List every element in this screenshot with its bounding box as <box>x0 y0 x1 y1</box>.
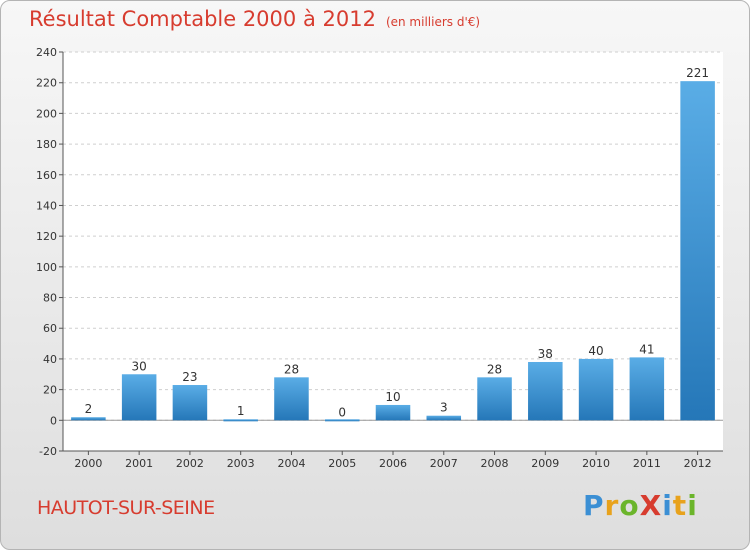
x-tick-label: 2011 <box>633 457 661 470</box>
bar <box>223 419 258 422</box>
bar <box>528 361 563 421</box>
y-tick-label: 220 <box>36 77 57 90</box>
data-label: 221 <box>686 66 709 80</box>
y-tick-label: 100 <box>36 261 57 274</box>
bar <box>172 385 208 421</box>
data-label: 2 <box>85 402 93 416</box>
logo-letter: i <box>662 489 673 522</box>
bar <box>274 377 309 421</box>
data-label: 41 <box>639 342 654 356</box>
x-tick-label: 2000 <box>74 457 102 470</box>
data-label: 23 <box>182 370 197 384</box>
y-tick-label: 180 <box>36 138 57 151</box>
y-tick-label: -20 <box>39 445 57 458</box>
bar <box>680 81 715 421</box>
chart-title: Résultat Comptable 2000 à 2012 (en millie… <box>29 7 480 31</box>
y-tick-label: 0 <box>50 414 57 427</box>
y-tick-label: 20 <box>43 384 57 397</box>
x-tick-label: 2009 <box>531 457 559 470</box>
y-tick-label: 160 <box>36 169 57 182</box>
x-tick-label: 2001 <box>125 457 153 470</box>
data-label: 1 <box>237 404 245 418</box>
y-tick-label: 200 <box>36 107 57 120</box>
logo-letter: X <box>639 489 663 522</box>
y-tick-label: 240 <box>36 46 57 59</box>
x-tick-label: 2010 <box>582 457 610 470</box>
data-label: 28 <box>487 362 502 376</box>
data-label: 28 <box>284 362 299 376</box>
x-tick-label: 2008 <box>481 457 509 470</box>
x-tick-label: 2006 <box>379 457 407 470</box>
x-tick-label: 2002 <box>176 457 204 470</box>
x-tick-label: 2007 <box>430 457 458 470</box>
data-label: 3 <box>440 401 448 415</box>
logo-letter: i <box>687 489 698 522</box>
bar <box>375 404 411 421</box>
data-label: 40 <box>588 344 603 358</box>
x-tick-label: 2005 <box>328 457 356 470</box>
logo-letter: r <box>604 489 620 522</box>
y-tick-label: 80 <box>43 292 57 305</box>
y-tick-label: 140 <box>36 199 57 212</box>
title-text: Résultat Comptable 2000 à 2012 <box>29 7 376 31</box>
y-tick-label: 120 <box>36 230 57 243</box>
logo-letter: t <box>672 489 688 522</box>
bar <box>121 374 157 421</box>
data-label: 0 <box>338 405 346 419</box>
logo-letter: P <box>583 489 605 522</box>
y-tick-label: 60 <box>43 322 57 335</box>
bar <box>426 415 462 421</box>
bar <box>629 357 665 421</box>
x-tick-label: 2004 <box>277 457 305 470</box>
y-tick-label: 40 <box>43 353 57 366</box>
data-label: 38 <box>538 347 553 361</box>
bar <box>71 417 106 421</box>
data-label: 30 <box>132 359 147 373</box>
x-tick-label: 2003 <box>227 457 255 470</box>
bar <box>324 419 360 422</box>
bar <box>477 377 512 421</box>
x-tick-label: 2012 <box>684 457 712 470</box>
data-label: 10 <box>385 390 400 404</box>
chart-subtitle: (en milliers d'€) <box>385 15 481 29</box>
commune-name: HAUTOT-SUR-SEINE <box>37 497 215 519</box>
proxiti-logo: ProXiti <box>583 489 698 522</box>
logo-letter: o <box>619 489 640 522</box>
bar <box>578 358 614 421</box>
